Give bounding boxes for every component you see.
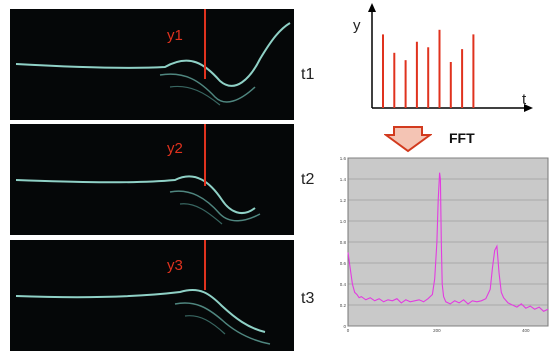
y-tick-label: 1.2 <box>340 198 346 203</box>
y-tick-label: 1.4 <box>340 177 346 182</box>
time-label-t2: t2 <box>301 171 315 188</box>
y-axis-arrow-icon <box>368 3 376 12</box>
frame-label: y1 <box>167 27 183 44</box>
y-tick-label: 1.6 <box>340 156 346 161</box>
frame-2: y2 <box>10 124 294 235</box>
x-tick-label: 400 <box>522 328 530 333</box>
frame-label: y2 <box>167 140 183 157</box>
frame-3: y3 <box>10 240 294 351</box>
y-tick-label: 0 <box>343 324 346 329</box>
down-arrow-icon <box>384 126 432 153</box>
fft-spectrum-chart: 0 0.2 0.4 0.6 0.8 1.0 1.2 1.4 1.6 0 200 400 <box>340 156 549 333</box>
wave-image-1 <box>15 9 291 106</box>
y-tick-label: 1.0 <box>340 219 346 224</box>
wave-image-3 <box>15 240 271 345</box>
y-tick-label: 0.2 <box>340 303 346 308</box>
y-tick-label: 0.8 <box>340 240 346 245</box>
sample-bar-chart: yt <box>353 3 533 112</box>
y-tick-label: 0.4 <box>340 282 346 287</box>
x-axis-label: t <box>522 91 527 108</box>
time-label-t1: t1 <box>301 66 315 83</box>
time-label-t3: t3 <box>301 290 315 307</box>
y-tick-label: 0.6 <box>340 261 346 266</box>
x-tick-label: 200 <box>433 328 441 333</box>
fft-label: FFT <box>449 130 475 146</box>
x-axis-arrow-icon <box>524 104 533 112</box>
frame-label: y3 <box>167 257 183 274</box>
wave-image-2 <box>15 124 261 225</box>
x-tick-label: 0 <box>347 328 350 333</box>
frame-1: y1 <box>10 9 294 120</box>
series-line <box>347 172 549 312</box>
y-axis-label: y <box>353 17 361 34</box>
